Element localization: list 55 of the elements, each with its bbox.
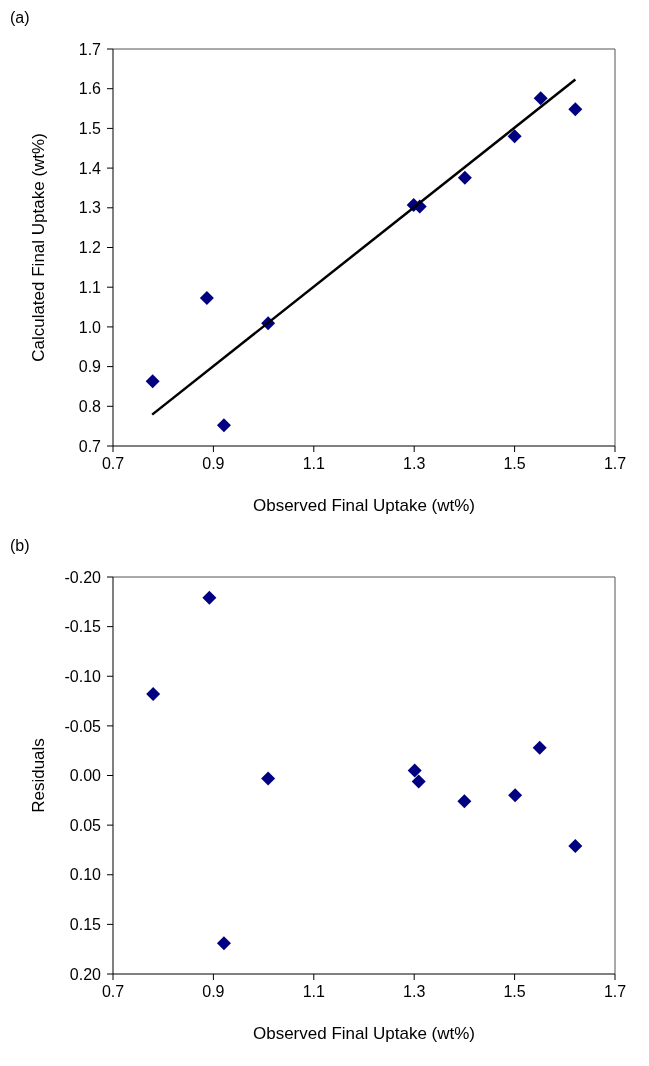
y-tick-label: -0.15 — [64, 618, 102, 636]
y-tick-label: 1.4 — [78, 159, 102, 177]
y-axis-title: Calculated Final Uptake (wt%) — [29, 133, 49, 362]
y-tick-label: 0.05 — [69, 816, 102, 834]
y-tick-label: 0.20 — [69, 965, 102, 983]
x-tick-label: 1.5 — [503, 455, 526, 473]
x-tick-label: 1.7 — [603, 983, 627, 1001]
x-axis-title: Observed Final Uptake (wt%) — [252, 1024, 476, 1043]
y-tick-label: 0.8 — [78, 397, 102, 415]
x-tick-label: 1.7 — [603, 455, 627, 473]
point — [261, 771, 276, 786]
y-tick-label: -0.10 — [64, 667, 102, 685]
point — [216, 936, 231, 951]
y-tick-label: 0.7 — [78, 437, 102, 455]
y-tick-label: 0.10 — [69, 866, 102, 884]
point — [568, 838, 583, 853]
chart-title: (a) — [9, 8, 31, 28]
x-tick-label: 1.1 — [302, 983, 326, 1001]
point — [568, 102, 583, 117]
x-tick-label: 0.7 — [101, 455, 125, 473]
x-tick-label: 1.3 — [403, 455, 426, 473]
point — [199, 290, 214, 305]
chart-title: (b) — [9, 536, 31, 556]
x-tick-label: 0.9 — [202, 455, 225, 473]
point — [145, 374, 160, 389]
point — [457, 794, 472, 809]
y-tick-label: -0.20 — [64, 568, 102, 586]
x-tick-label: 1.1 — [302, 455, 326, 473]
point — [202, 590, 217, 605]
y-tick-label: 0.00 — [69, 767, 102, 785]
x-tick-label: 1.5 — [503, 983, 526, 1001]
x-tick-label: 1.3 — [403, 983, 426, 1001]
point — [532, 740, 547, 755]
point — [508, 788, 523, 803]
point — [216, 418, 231, 433]
point — [411, 774, 426, 789]
point — [407, 763, 422, 778]
y-tick-label: 0.15 — [69, 916, 102, 934]
y-tick-label: 1.0 — [78, 318, 102, 336]
y-tick-label: 1.2 — [78, 239, 102, 257]
y-tick-label: 1.1 — [78, 278, 102, 296]
y-tick-label: 1.3 — [78, 199, 102, 217]
y-tick-label: 0.9 — [78, 358, 102, 376]
y-tick-label: 1.7 — [78, 40, 102, 58]
point — [533, 91, 548, 106]
x-tick-label: 0.9 — [202, 983, 225, 1001]
y-tick-label: 1.5 — [78, 120, 102, 138]
y-tick-label: 1.6 — [78, 80, 102, 98]
point — [146, 687, 161, 702]
y-axis-title: Residuals — [29, 738, 49, 813]
x-tick-label: 0.7 — [101, 983, 125, 1001]
point — [457, 170, 472, 185]
point — [507, 129, 522, 144]
x-axis-title: Observed Final Uptake (wt%) — [252, 496, 476, 515]
y-tick-label: -0.05 — [64, 717, 102, 735]
